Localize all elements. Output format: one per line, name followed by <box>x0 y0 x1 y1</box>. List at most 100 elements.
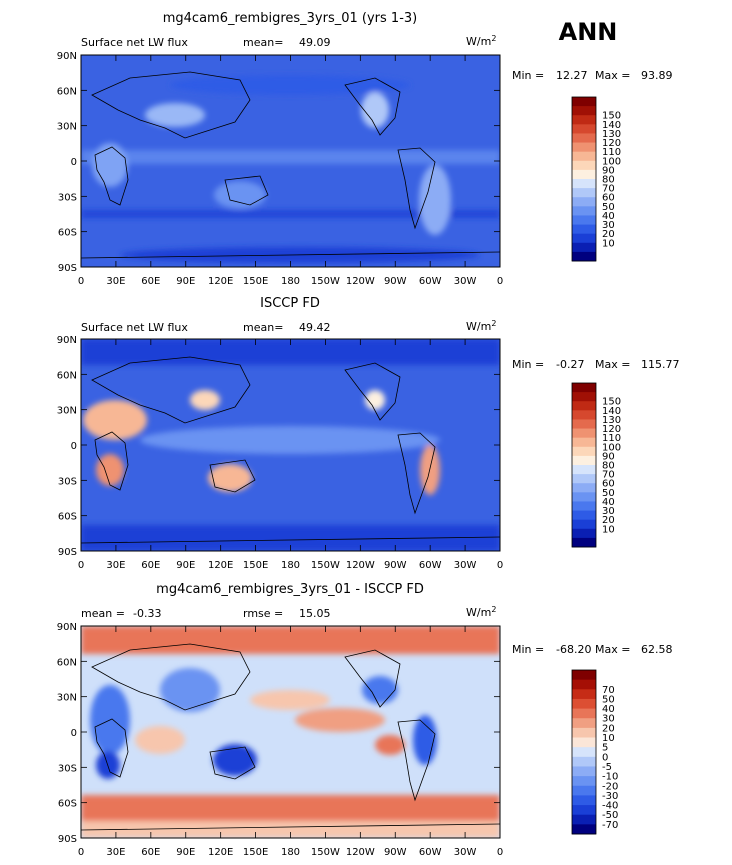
colorbar-label: 150 <box>602 397 621 408</box>
x-tick-label: 150E <box>243 847 268 858</box>
colorbar-swatch <box>572 455 596 466</box>
colorbar-swatch <box>572 224 596 235</box>
mean-value: 49.09 <box>299 36 331 49</box>
variable-label: Surface net LW flux <box>81 321 188 334</box>
x-tick-label: 0 <box>497 847 503 858</box>
colorbar-swatch <box>572 392 596 402</box>
colorbar-swatch <box>572 428 596 439</box>
min-value: 12.27 <box>556 69 588 82</box>
colorbar-swatch <box>572 97 596 107</box>
panel-title: mg4cam6_rembigres_3yrs_01 (yrs 1-3) <box>163 11 417 26</box>
y-tick-label: 60S <box>58 228 77 239</box>
x-tick-label: 120W <box>346 560 375 571</box>
x-tick-label: 30E <box>106 560 125 571</box>
colorbar-frame <box>571 669 597 835</box>
colorbar-label: 130 <box>602 129 621 140</box>
x-tick-label: 30W <box>454 560 477 571</box>
colorbar-swatch <box>572 437 596 448</box>
y-tick-label: 30N <box>57 122 77 133</box>
colorbar-label: -40 <box>602 801 618 812</box>
colorbar-label: -50 <box>602 810 618 821</box>
colorbar-label: 50 <box>602 488 615 499</box>
y-tick-label: 90S <box>58 834 77 845</box>
x-tick-label: 150E <box>243 560 268 571</box>
min-value: -68.20 <box>556 643 591 656</box>
x-tick-label: 30W <box>454 847 477 858</box>
colorbar-swatch <box>572 689 596 700</box>
colorbar-swatch <box>572 142 596 153</box>
colorbar-label: 100 <box>602 442 621 453</box>
colorbar-label: 30 <box>602 506 615 517</box>
colorbar-swatch <box>572 419 596 429</box>
y-tick-label: 0 <box>71 441 77 452</box>
colorbar-swatch <box>572 215 596 225</box>
colorbar-swatch <box>572 795 596 806</box>
y-tick-label: 30N <box>57 406 77 417</box>
x-axis: 0 30E 60E 90E 120E 150E 180 150W 120W 90W 60W 30W 0 <box>78 339 503 571</box>
colorbar-swatch <box>572 206 596 216</box>
colorbar-label: 50 <box>602 202 615 213</box>
x-tick-label: 120E <box>208 276 233 287</box>
colorbar-label: 60 <box>602 479 615 490</box>
colorbar-swatch <box>572 776 596 787</box>
colorbar-label: -5 <box>602 762 612 773</box>
colorbar-swatch <box>572 446 596 457</box>
x-tick-label: 30W <box>454 276 477 287</box>
colorbar-label: -20 <box>602 781 618 792</box>
x-tick-label: 30E <box>106 276 125 287</box>
colorbar-swatch <box>572 179 596 189</box>
y-tick-label: 0 <box>71 157 77 168</box>
x-tick-label: 120W <box>346 276 375 287</box>
colorbar-label: 120 <box>602 138 621 149</box>
colorbar-swatch <box>572 756 596 767</box>
colorbar-swatch <box>572 537 596 548</box>
colorbar-swatch <box>572 670 596 681</box>
x-tick-label: 120E <box>208 560 233 571</box>
x-tick-label: 60W <box>419 276 442 287</box>
colorbar-label: 90 <box>602 451 615 462</box>
y-tick-label: 90N <box>57 335 77 346</box>
coastlines <box>81 356 500 544</box>
panel-model: mg4cam6_rembigres_3yrs_01 (yrs 1-3) Surf… <box>57 11 673 287</box>
colorbar-swatch <box>572 151 596 162</box>
colorbar-swatch <box>572 251 596 262</box>
colorbar-swatch <box>572 115 596 125</box>
colorbar-label: 150 <box>602 111 621 122</box>
colorbar-label: 110 <box>602 433 621 444</box>
mean-value: -0.33 <box>133 607 161 620</box>
colorbar-swatch <box>572 528 596 539</box>
y-tick-label: 30S <box>58 192 77 203</box>
rmse-label: rmse = <box>243 607 283 620</box>
colorbar-label: 70 <box>602 685 615 696</box>
colorbar-swatch <box>572 492 596 502</box>
x-tick-label: 30E <box>106 847 125 858</box>
colorbar-swatch <box>572 747 596 758</box>
colorbar-label: 80 <box>602 175 615 186</box>
colorbar-swatch <box>572 766 596 777</box>
x-tick-label: 90W <box>384 560 407 571</box>
panel-observation: ISCCP FD Surface net LW flux mean= 49.42… <box>57 296 680 571</box>
colorbar-swatch <box>572 698 596 709</box>
colorbar-label: 60 <box>602 193 615 204</box>
colorbar-label: 140 <box>602 120 621 131</box>
panel-title: mg4cam6_rembigres_3yrs_01 - ISCCP FD <box>156 582 424 597</box>
colorbar-frame <box>571 382 597 548</box>
y-tick-label: 90N <box>57 51 77 62</box>
x-tick-label: 150W <box>311 847 340 858</box>
x-tick-label: 150W <box>311 560 340 571</box>
mean-label: mean = <box>81 607 125 620</box>
colorbar-label: 100 <box>602 156 621 167</box>
x-tick-label: 90E <box>176 560 195 571</box>
colorbar-label: 10 <box>602 524 615 535</box>
colorbar-swatch <box>572 169 596 180</box>
x-tick-label: 0 <box>78 560 84 571</box>
x-tick-label: 90W <box>384 276 407 287</box>
colorbar-label: 40 <box>602 211 615 222</box>
colorbar-label: 110 <box>602 147 621 158</box>
coastlines <box>81 71 500 259</box>
max-label: Max = <box>595 69 630 82</box>
colorbar-swatch <box>572 718 596 729</box>
max-value: 115.77 <box>641 358 680 371</box>
